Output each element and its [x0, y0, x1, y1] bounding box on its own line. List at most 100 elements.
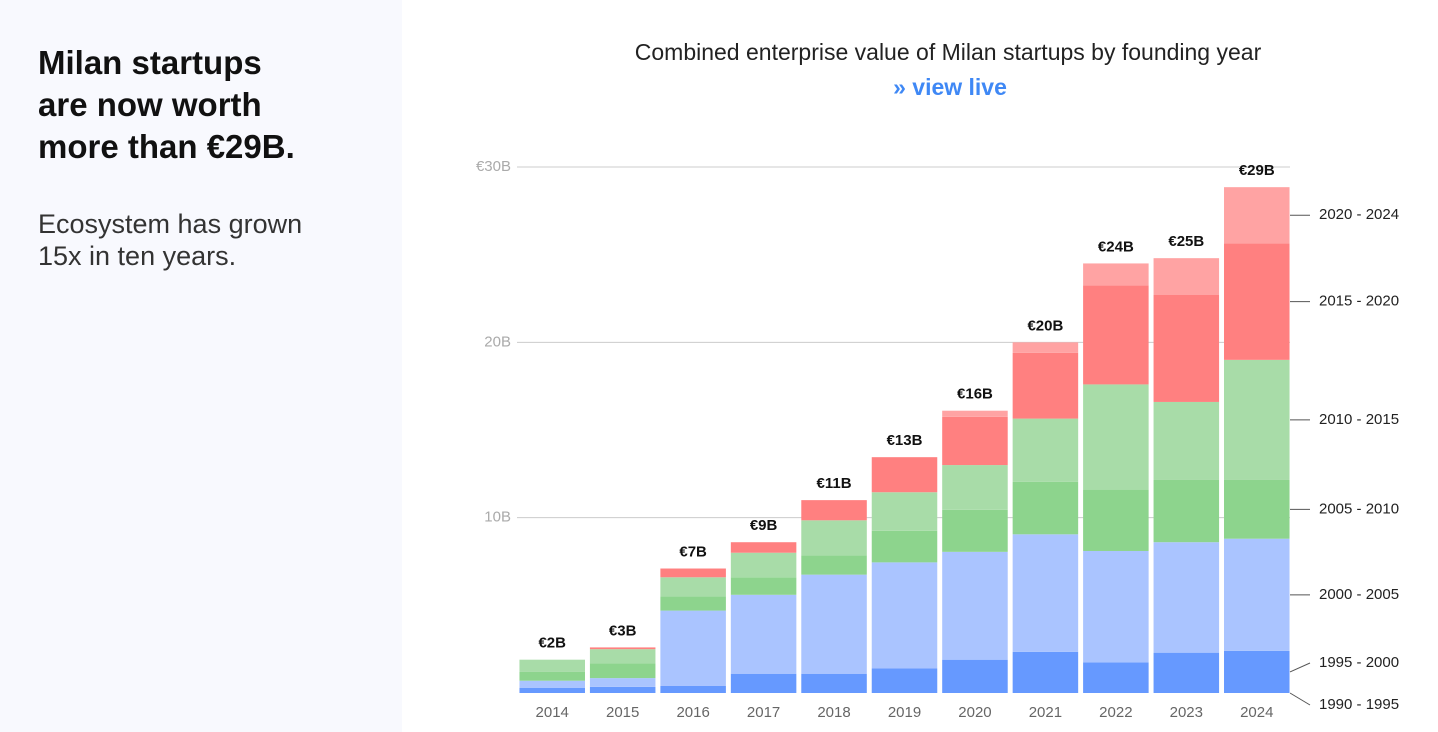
bar-segment — [1012, 534, 1079, 652]
headline: more than €29B. — [38, 128, 295, 165]
total-label: €24B — [1098, 238, 1134, 255]
bar-segment — [730, 673, 797, 693]
legend-label: 2015 - 2020 — [1319, 293, 1399, 310]
bar-segment — [801, 574, 867, 674]
bar-segment — [942, 410, 1008, 417]
x-tick-label: 2024 — [1240, 704, 1273, 721]
bar-segment — [942, 551, 1008, 660]
bar-segment — [660, 568, 726, 578]
subheadline: Ecosystem has grown — [38, 209, 303, 239]
bar-segment — [871, 530, 938, 563]
x-tick-label: 2016 — [676, 704, 709, 721]
bar-segment — [660, 610, 726, 686]
total-label: €11B — [817, 475, 852, 492]
bar-segment — [730, 552, 797, 578]
bar-segment — [871, 457, 938, 493]
bar-segment — [589, 678, 656, 687]
bar-segment — [871, 562, 938, 669]
total-label: €25B — [1168, 233, 1204, 250]
bar-segment — [589, 649, 656, 664]
x-tick-label: 2023 — [1170, 704, 1203, 721]
legend-label: 2010 - 2015 — [1319, 411, 1399, 428]
bar-segment — [871, 492, 938, 531]
bar-segment — [1224, 538, 1290, 651]
bar-segment — [1012, 342, 1079, 353]
x-tick-label: 2015 — [606, 704, 639, 721]
bar-segment — [519, 671, 585, 681]
bar-segment — [660, 577, 726, 597]
bar-segment — [1083, 550, 1149, 663]
bar-segment — [519, 687, 585, 693]
bar-segment — [1153, 479, 1220, 543]
side-panel: Milan startups are now worth more than €… — [0, 0, 402, 732]
legend-label: 2020 - 2024 — [1319, 206, 1399, 223]
bar-segment — [1012, 481, 1079, 535]
total-label: €16B — [957, 386, 993, 403]
x-tick-label: 2022 — [1099, 704, 1132, 721]
chart-title: Combined enterprise value of Milan start… — [635, 39, 1262, 65]
y-tick-label: 20B — [484, 333, 511, 350]
bar-segment — [942, 416, 1008, 466]
bar-segment — [1083, 285, 1149, 385]
bar-segment — [660, 596, 726, 611]
legend-label: 1995 - 2000 — [1319, 654, 1399, 671]
x-tick-label: 2017 — [747, 704, 780, 721]
bar-segment — [730, 542, 797, 553]
bar-segment — [1224, 243, 1290, 360]
bar-segment — [1224, 479, 1290, 539]
bar-segment — [801, 555, 867, 575]
x-tick-label: 2020 — [958, 704, 991, 721]
y-tick-label: 10B — [484, 509, 511, 526]
bar-segment — [1153, 258, 1220, 295]
bar-segment — [942, 465, 1008, 510]
bar-segment — [801, 520, 867, 556]
y-tick-label: €30B — [476, 158, 511, 175]
bar-segment — [942, 509, 1008, 552]
bar-segment — [1224, 187, 1290, 244]
total-label: €9B — [750, 517, 778, 534]
legend-leader — [1289, 692, 1311, 706]
bar-segment — [589, 663, 656, 679]
total-label: €3B — [609, 622, 637, 639]
bar-segment — [1083, 384, 1149, 490]
bar-segment — [1153, 401, 1220, 480]
legend-label: 2005 - 2010 — [1319, 500, 1399, 517]
bar-segment — [519, 680, 585, 688]
bar-segment — [942, 659, 1008, 693]
bar-segment — [871, 668, 938, 693]
x-tick-label: 2018 — [817, 704, 850, 721]
bar-segment — [1012, 352, 1079, 419]
x-tick-label: 2014 — [536, 704, 569, 721]
total-label: €13B — [887, 432, 923, 449]
bar-segment — [730, 577, 797, 595]
bar-segment — [730, 594, 797, 674]
bar-segment — [1012, 651, 1079, 693]
legend-leader — [1289, 662, 1311, 673]
subheadline: 15x in ten years. — [38, 241, 237, 271]
headline: are now worth — [38, 86, 262, 123]
bar-segment — [801, 500, 867, 521]
bar-segment — [660, 685, 726, 693]
bar-segment — [519, 659, 585, 672]
bar-segment — [1153, 652, 1220, 693]
legend-label: 2000 - 2005 — [1319, 586, 1399, 603]
total-label: €2B — [538, 635, 566, 652]
legend-label: 1990 - 1995 — [1319, 696, 1399, 713]
total-label: €20B — [1027, 317, 1063, 334]
x-tick-label: 2019 — [888, 704, 921, 721]
bar-segment — [1224, 650, 1290, 693]
bar-segment — [589, 647, 656, 650]
headline: Milan startups — [38, 44, 262, 81]
x-tick-label: 2021 — [1029, 704, 1062, 721]
bar-segment — [589, 686, 656, 693]
bar-segment — [1083, 263, 1149, 286]
bar-segment — [801, 673, 867, 693]
total-label: €29B — [1239, 162, 1275, 179]
bar-segment — [1083, 662, 1149, 693]
view-live-link[interactable]: » view live — [893, 74, 1007, 100]
bar-segment — [1083, 489, 1149, 551]
bar-segment — [1153, 542, 1220, 653]
bar-segment — [1012, 418, 1079, 482]
